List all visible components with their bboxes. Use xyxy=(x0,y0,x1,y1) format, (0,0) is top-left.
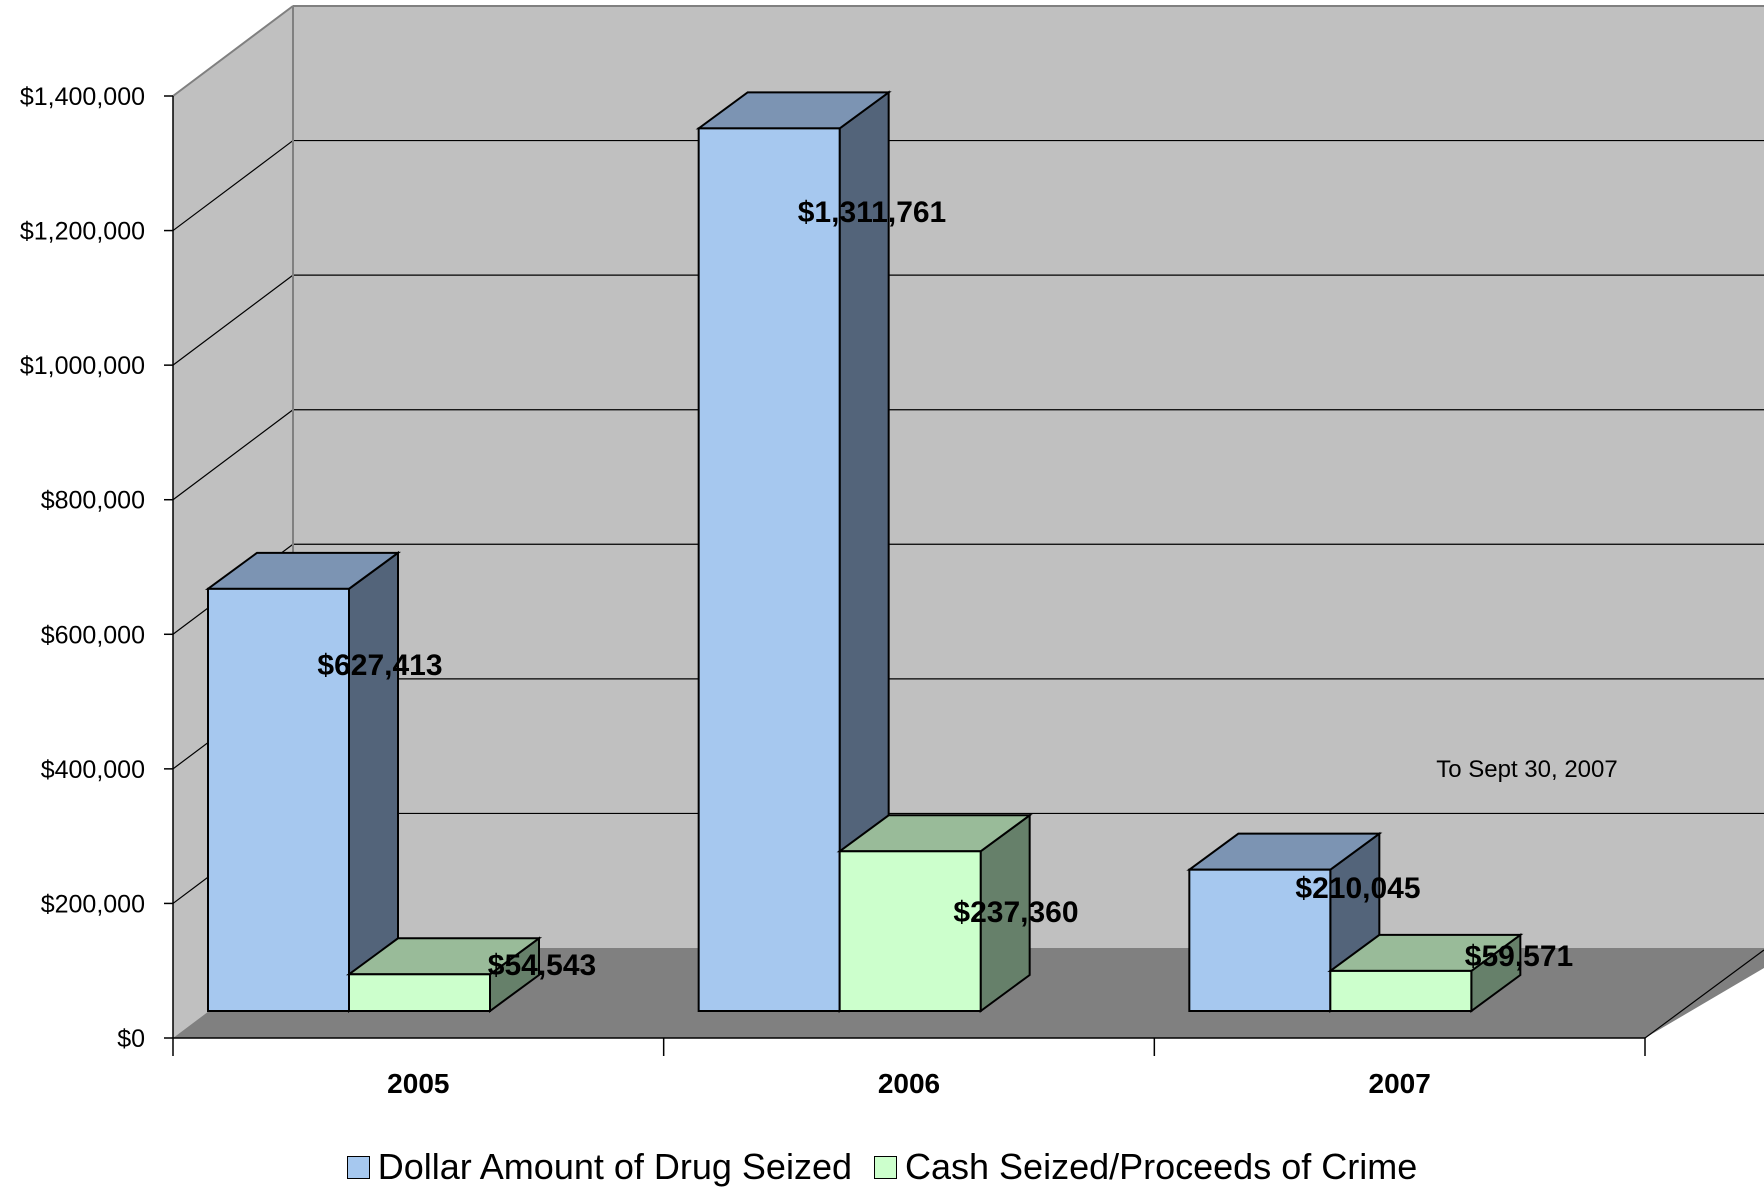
legend-swatch-drug xyxy=(346,1155,370,1179)
data-label: $54,543 xyxy=(488,949,596,982)
data-label: $1,311,761 xyxy=(798,196,947,229)
data-label: $627,413 xyxy=(317,649,442,682)
gridline-side xyxy=(172,409,294,501)
bar-side xyxy=(348,550,399,1013)
bar xyxy=(1329,969,1473,1013)
data-label: $237,360 xyxy=(953,896,1078,929)
x-tick-label: 2006 xyxy=(878,1068,940,1099)
y-tick-label: $600,000 xyxy=(41,621,145,649)
y-tick-label: $1,400,000 xyxy=(20,83,145,111)
legend-item-drug: Dollar Amount of Drug Seized xyxy=(346,1146,852,1188)
y-tick-label: $1,200,000 xyxy=(20,218,145,246)
y-tick-label: $200,000 xyxy=(41,890,145,918)
wall-edge xyxy=(172,5,294,97)
gridline-side xyxy=(172,140,294,232)
bar xyxy=(348,973,491,1012)
y-tick-label: $800,000 xyxy=(41,487,145,515)
y-tick-label: $0 xyxy=(117,1025,145,1053)
y-tick-label: $1,000,000 xyxy=(20,352,145,380)
bar xyxy=(838,850,982,1013)
legend: Dollar Amount of Drug Seized Cash Seized… xyxy=(0,1146,1764,1188)
floor-edge xyxy=(1644,949,1764,1039)
gridline-side xyxy=(172,274,294,366)
bar xyxy=(1188,868,1332,1013)
data-label: $59,571 xyxy=(1465,940,1573,973)
annotation: To Sept 30, 2007 xyxy=(1436,756,1617,783)
legend-swatch-cash xyxy=(874,1155,897,1179)
data-label: $210,045 xyxy=(1295,872,1420,905)
x-tick-label: 2005 xyxy=(387,1068,449,1099)
y-tick-label: $400,000 xyxy=(41,756,145,784)
legend-label-cash: Cash Seized/Proceeds of Crime xyxy=(905,1146,1418,1187)
legend-label-drug: Dollar Amount of Drug Seized xyxy=(377,1146,852,1187)
bar xyxy=(697,127,841,1012)
legend-item-cash: Cash Seized/Proceeds of Crime xyxy=(874,1146,1417,1188)
back-wall xyxy=(293,6,1764,948)
bar xyxy=(207,587,350,1013)
x-tick-label: 2007 xyxy=(1369,1068,1431,1099)
